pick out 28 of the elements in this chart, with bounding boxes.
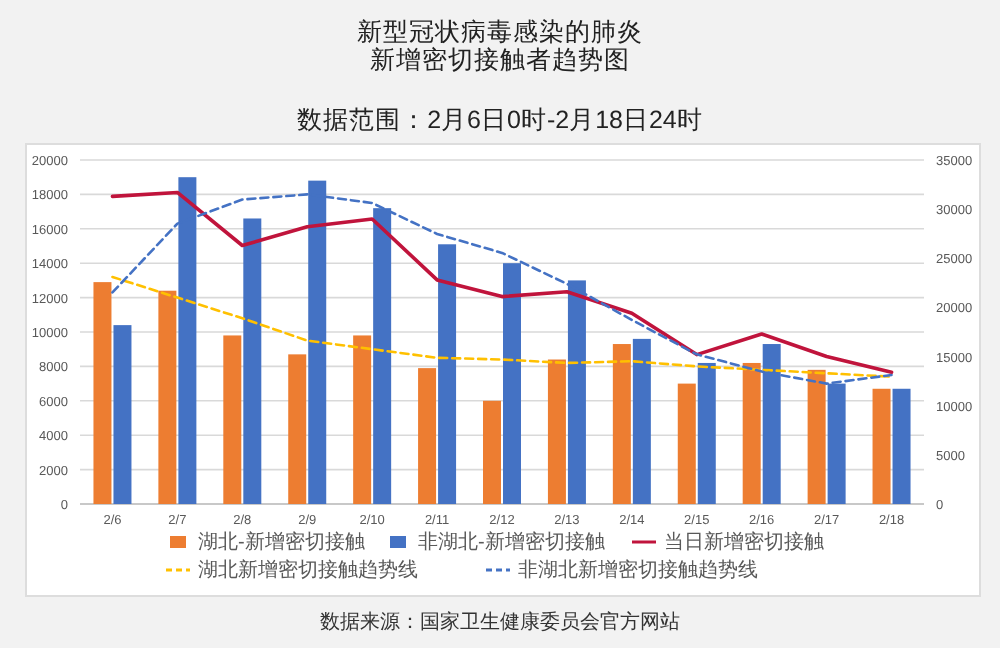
bar [547,359,566,504]
bar [742,362,761,504]
line-series [111,275,893,379]
bar [243,218,262,504]
legend-label: 湖北新增密切接触趋势线 [198,558,418,582]
legend-label: 当日新增密切接触 [664,530,824,554]
bar [418,368,437,504]
legend-label: 湖北-新增密切接触 [198,530,365,554]
bar [483,400,501,504]
bar [677,383,696,504]
bar [612,344,631,504]
bar [113,325,132,504]
legend-label: 非湖北新增密切接触趋势线 [518,558,758,582]
bar [223,335,242,504]
bar [632,338,651,504]
bar [158,290,177,504]
bar [288,354,307,504]
source-note: 数据来源：国家卫生健康委员会官方网站 [320,610,680,634]
bar [438,244,457,504]
text: 数据范围：2月6日0时-2月18日24时 [297,106,703,134]
bar [872,388,891,504]
chart-title: 新型冠状病毒感染的肺炎 [357,18,643,46]
legend-label: 非湖北-新增密切接触 [418,530,605,554]
bar [807,369,826,504]
chart-subtitle: 新增密切接触者趋势图 [370,46,630,74]
bar [892,388,911,504]
bar [93,282,112,504]
bar [353,335,372,504]
